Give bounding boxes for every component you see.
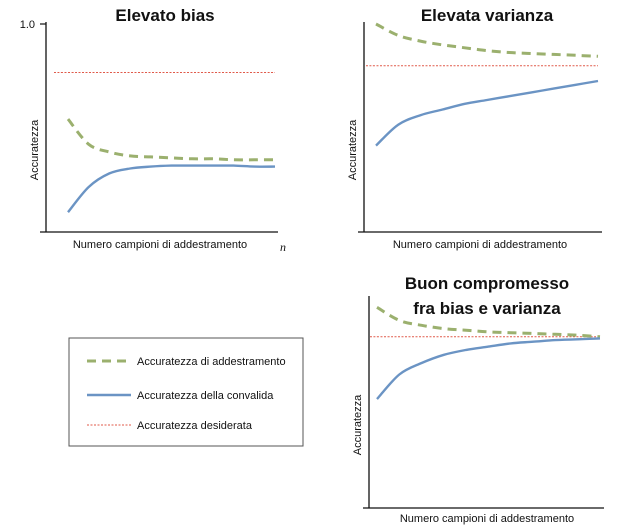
chart-title: Elevato bias: [115, 6, 214, 25]
legend-box: [68, 337, 304, 447]
training-accuracy-line: [66, 118, 275, 162]
chart-high-bias: Elevato bias 1.0 Accuratezza Numero camp…: [20, 6, 286, 254]
validation-accuracy-line: [67, 164, 276, 213]
legend: Accuratezza di addestramento Accuratezza…: [68, 337, 304, 447]
x-axis-end-label: n: [280, 240, 286, 254]
training-accuracy-line: [375, 22, 599, 58]
chart-title: Elevata varianza: [421, 6, 554, 25]
y-tick-label: 1.0: [20, 19, 35, 31]
chart-good-tradeoff: Buon compromesso fra bias e varianza Acc…: [352, 274, 604, 525]
y-axis-label: Accuratezza: [347, 119, 359, 180]
chart-high-variance: Elevata varianza Accuratezza Numero camp…: [347, 6, 602, 251]
chart-title: Buon compromesso: [405, 274, 569, 293]
y-axis-label: Accuratezza: [29, 119, 41, 180]
legend-label-training: Accuratezza di addestramento: [137, 356, 286, 368]
validation-accuracy-line: [376, 337, 601, 400]
x-axis-label: Numero campioni di addestramento: [73, 239, 247, 251]
validation-accuracy-line: [375, 79, 599, 147]
chart-title-line-2: fra bias e varianza: [413, 299, 561, 318]
x-axis-label: Numero campioni di addestramento: [400, 513, 574, 525]
x-axis-label: Numero campioni di addestramento: [393, 239, 567, 251]
y-axis-label: Accuratezza: [352, 394, 364, 455]
legend-label-validation: Accuratezza della convalida: [137, 390, 274, 402]
legend-label-desired: Accuratezza desiderata: [137, 420, 253, 432]
